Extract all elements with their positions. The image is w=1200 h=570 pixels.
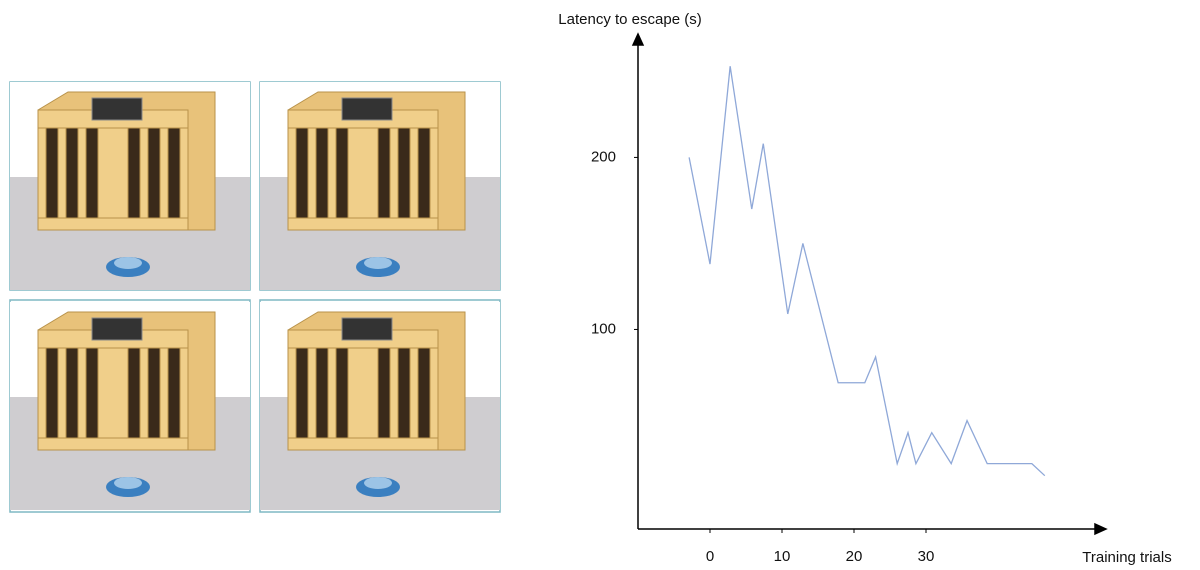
x-tick-label: 10	[774, 548, 791, 565]
y-tick-label: 200	[591, 148, 616, 165]
illustration-panels	[9, 81, 501, 513]
puzzle-box	[260, 82, 500, 290]
x-axis-label: Training trials	[1082, 549, 1171, 566]
x-tick-label: 20	[846, 548, 863, 565]
x-tick-label: 0	[706, 548, 714, 565]
puzzle-box	[10, 82, 250, 290]
puzzle-box	[260, 301, 500, 511]
x-tick-label: 30	[918, 548, 935, 565]
data-line	[688, 66, 1046, 477]
arrow	[631, 32, 645, 46]
y-axis-label: Latency to escape (s)	[558, 11, 701, 28]
axes	[631, 32, 1108, 536]
puzzle-box	[10, 301, 250, 511]
y-tick-label: 100	[591, 320, 616, 337]
arrow	[1094, 522, 1108, 536]
